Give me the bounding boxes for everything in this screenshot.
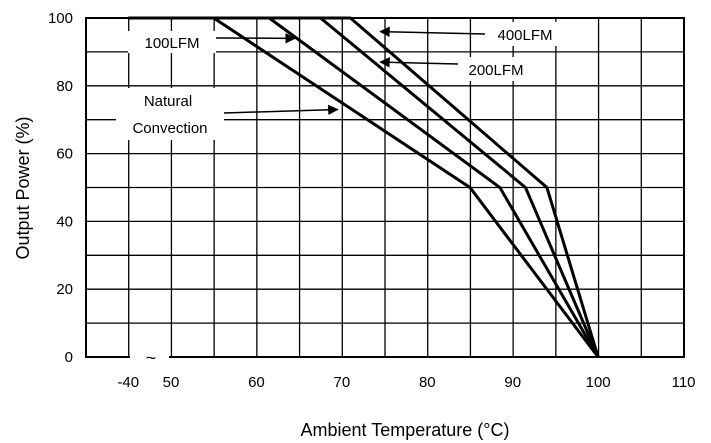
x-tick-label: 90 [504,374,521,391]
x-tick-label: 100 [586,374,611,391]
series-layer [128,16,600,358]
annotation-label-natural-convection: Convection [132,120,207,137]
series-line-400lfm [128,16,600,358]
annotation-box-100lfm [128,31,216,53]
annotation-label-100lfm: 100LFM [144,35,199,52]
annotation-box-400lfm [485,22,565,46]
annotation-arrow-natural-convection [223,104,339,116]
y-tick-label: 40 [56,213,73,230]
y-axis-title: Output Power (%) [13,116,33,259]
annotation-label-400lfm: 400LFM [497,27,552,44]
x-tick-label: -40 [117,374,139,391]
y-tick-label: 60 [56,146,73,163]
plot-frame [85,17,685,358]
annotation-box-natural-convection [116,88,224,140]
annotation-label-natural-convection: Natural [144,93,192,110]
y-tick-label: 100 [48,10,73,27]
tick-layer: -40 50 60 70 80 90 100 110 0 20 40 60 80 100 [48,10,696,391]
y-tick-label: 0 [65,349,73,366]
x-tick-label: 80 [419,374,436,391]
y-tick-label: 80 [56,78,73,95]
annotation-arrow-400lfm [379,26,486,38]
x-tick-label: 110 [672,374,696,391]
x-tick-label: 60 [248,374,265,391]
x-tick-label: 50 [163,374,180,391]
annotation-layer: 400LFM 200LFM 100LFM Natural Convection [116,22,565,140]
axis-break-symbol: ~ [146,348,157,368]
x-axis-title: Ambient Temperature (°C) [301,420,510,440]
annotation-arrow-200lfm [379,57,459,68]
annotation-box-200lfm [458,57,534,81]
axis-break-gap [130,350,169,364]
y-tick-label: 20 [56,281,73,298]
annotation-label-200lfm: 200LFM [468,62,523,79]
x-tick-label: 70 [334,374,351,391]
